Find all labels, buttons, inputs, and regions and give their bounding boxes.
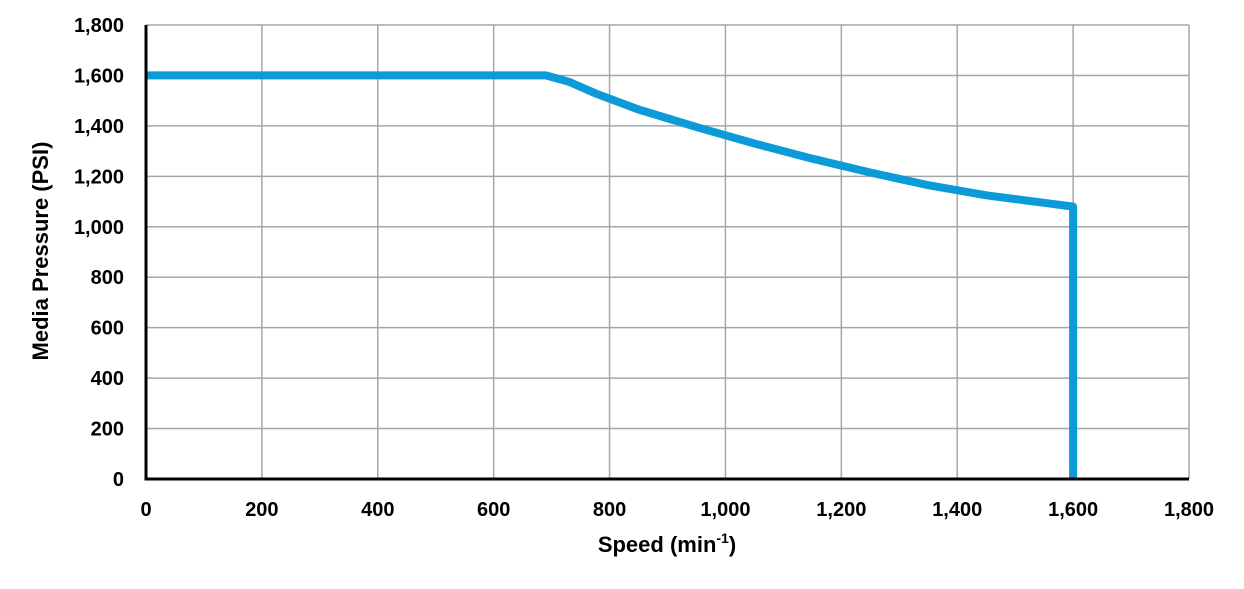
data-point <box>545 74 547 76</box>
data-point <box>869 172 871 174</box>
x-axis-title-suffix: ) <box>729 532 736 557</box>
data-point <box>1072 206 1074 208</box>
x-axis-title: Speed (min-1) <box>598 530 736 557</box>
x-tick-label: 800 <box>593 499 626 521</box>
data-point <box>1043 202 1045 204</box>
grid <box>146 24 1190 479</box>
y-tick-label: 1,600 <box>74 65 124 87</box>
y-tick-label: 1,000 <box>74 217 124 239</box>
x-tick-label: 200 <box>245 499 278 521</box>
data-point <box>927 184 929 186</box>
y-tick-labels: 0 200 400 600 800 1,000 1,200 1,400 1,600 1,800 <box>74 15 124 491</box>
y-tick-label: 1,400 <box>74 116 124 138</box>
data-point <box>985 194 987 196</box>
data-point <box>695 126 697 128</box>
x-tick-label: 600 <box>477 499 510 521</box>
data-point <box>753 143 755 145</box>
x-axis-title-superscript: -1 <box>716 530 729 546</box>
x-tick-label: 1,800 <box>1164 499 1214 521</box>
data-point <box>638 108 640 110</box>
series-layer <box>145 71 1078 480</box>
y-tick-label: 1,200 <box>74 166 124 188</box>
x-tick-label: 1,000 <box>700 499 750 521</box>
y-tick-label: 400 <box>91 368 124 390</box>
data-point <box>811 158 813 160</box>
x-tick-label: 1,600 <box>1048 499 1098 521</box>
x-tick-label: 400 <box>361 499 394 521</box>
data-point <box>568 81 570 83</box>
x-axis-title-main: Speed (min <box>598 532 717 557</box>
data-point <box>597 93 599 95</box>
series-line <box>146 71 1078 479</box>
x-tick-labels: 0 200 400 600 800 1,000 1,200 1,400 1,600 1,800 <box>140 499 1214 521</box>
y-tick-label: 600 <box>91 318 124 340</box>
y-tick-label: 0 <box>113 469 124 491</box>
x-tick-label: 1,400 <box>932 499 982 521</box>
y-tick-label: 1,800 <box>74 15 124 37</box>
y-tick-label: 800 <box>91 267 124 289</box>
y-tick-label: 200 <box>91 419 124 441</box>
x-tick-label: 1,200 <box>816 499 866 521</box>
x-tick-label: 0 <box>140 499 151 521</box>
y-axis-title: Media Pressure (PSI) <box>28 142 53 361</box>
axes <box>144 25 1189 481</box>
